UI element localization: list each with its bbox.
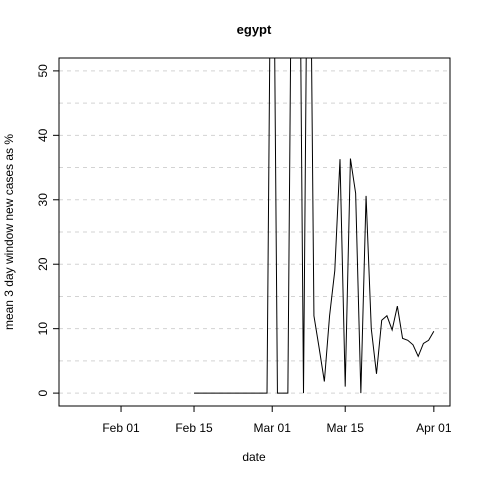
x-tick-label: Feb 15	[175, 421, 213, 435]
chart-title: egypt	[237, 22, 272, 37]
x-tick-label: Feb 01	[102, 421, 140, 435]
y-tick-label: 10	[36, 322, 50, 336]
y-tick-label: 50	[36, 64, 50, 78]
y-axis-label: mean 3 day window new cases as %	[2, 134, 16, 330]
y-tick-label: 20	[36, 257, 50, 271]
x-tick-label: Mar 01	[254, 421, 292, 435]
data-line	[194, 58, 435, 394]
y-tick-label: 40	[36, 128, 50, 142]
plot-frame	[58, 57, 451, 407]
x-tick-label: Mar 15	[327, 421, 365, 435]
x-axis-label: date	[242, 450, 266, 464]
y-tick-label: 0	[36, 389, 50, 396]
y-tick-label: 30	[36, 193, 50, 207]
plot-area	[194, 58, 435, 394]
x-tick-label: Apr 01	[416, 421, 452, 435]
